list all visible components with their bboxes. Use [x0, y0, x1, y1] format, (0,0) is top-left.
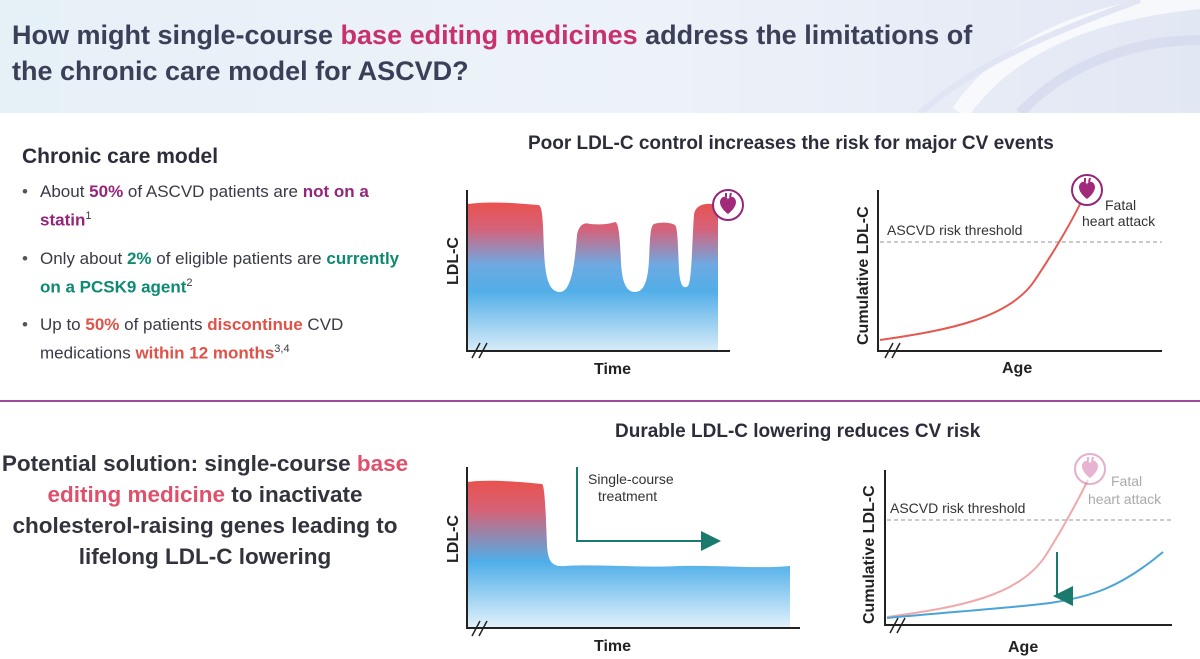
header-banner: How might single-course base editing med… — [0, 0, 1200, 113]
list-item: About 50% of ASCVD patients are not on a… — [22, 180, 402, 233]
top-left-ylabel: LDL-C — [445, 237, 462, 285]
solution-text: Potential solution: single-course base e… — [1, 451, 409, 569]
top-ldl-chart: LDL-C Time — [445, 189, 744, 378]
list-item: Only about 2% of eligible patients are c… — [22, 247, 402, 300]
untreated-curve — [886, 479, 1089, 618]
top-right-ylabel: Cumulative LDL-C — [855, 206, 872, 345]
bottom-event-label-2: heart attack — [1088, 491, 1162, 507]
treatment-label-1: Single-course — [588, 471, 674, 487]
chronic-care-list: About 50% of ASCVD patients are not on a… — [22, 180, 402, 380]
top-event-label-2: heart attack — [1082, 213, 1156, 229]
heart-icon — [1071, 174, 1103, 206]
section-divider — [0, 400, 1200, 402]
top-threshold-label: ASCVD risk threshold — [887, 222, 1022, 238]
bottom-section-title: Durable LDL-C lowering reduces CV risk — [615, 421, 981, 442]
treatment-arrow — [576, 467, 721, 551]
page-title: How might single-course base editing med… — [12, 20, 973, 86]
ldl-area-durable — [468, 480, 790, 628]
treated-curve — [886, 551, 1164, 619]
header-decoration — [918, 0, 1200, 113]
treatment-label-2: treatment — [598, 488, 657, 504]
bottom-right-ylabel: Cumulative LDL-C — [861, 485, 878, 624]
top-event-label-1: Fatal — [1105, 197, 1136, 213]
top-cumulative-chart: ASCVD risk threshold Fatal heart attack … — [855, 174, 1162, 377]
top-section-title: Poor LDL-C control increases the risk fo… — [528, 133, 1054, 154]
bottom-left-xlabel: Time — [594, 638, 631, 655]
bottom-ldl-chart: LDL-C Time Single-course treatment — [445, 467, 800, 655]
bottom-threshold-label: ASCVD risk threshold — [890, 500, 1025, 516]
ldl-area-fluctuating — [468, 202, 718, 350]
chronic-care-heading: Chronic care model — [22, 145, 219, 168]
top-left-xlabel: Time — [594, 361, 631, 378]
bottom-right-xlabel: Age — [1008, 639, 1038, 656]
heart-icon — [1074, 453, 1106, 485]
heart-icon — [712, 189, 744, 221]
bottom-left-ylabel: LDL-C — [445, 515, 462, 563]
bottom-event-label-1: Fatal — [1111, 473, 1142, 489]
list-item: Up to 50% of patients discontinue CVD me… — [22, 313, 402, 366]
cumulative-risk-curve — [879, 199, 1083, 341]
top-right-xlabel: Age — [1002, 360, 1032, 377]
bottom-cumulative-chart: ASCVD risk threshold Fatal heart attack … — [861, 453, 1172, 656]
